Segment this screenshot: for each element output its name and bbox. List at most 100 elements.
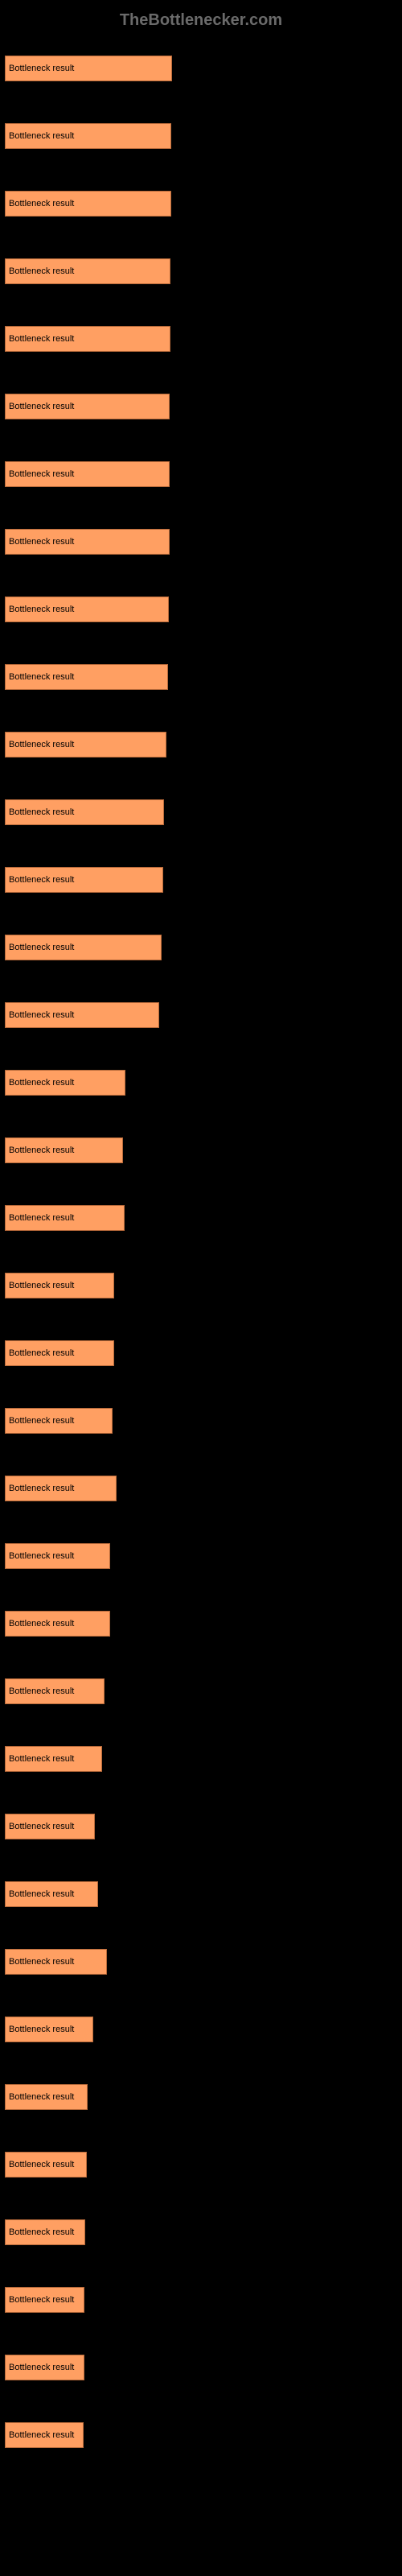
bar-label: Bottleneck result	[9, 1822, 74, 1831]
bar: Bottleneck result	[5, 2287, 84, 2313]
chart-row: Bottleneck result34.3%	[0, 1463, 402, 1501]
bar-container: Bottleneck result27.1%	[0, 2017, 402, 2042]
chart-row: Bottleneck result 48.7%	[0, 786, 402, 825]
bar-label: Bottleneck result	[9, 64, 74, 73]
bar-label: Bottleneck result	[9, 1619, 74, 1629]
row-category-label	[5, 2004, 402, 2015]
chart-row: Bottleneck result51.1%	[0, 110, 402, 149]
row-category-label	[5, 178, 402, 189]
bar-value: 49.5%	[171, 732, 203, 758]
bar: Bottleneck result	[5, 1949, 107, 1975]
bar-label: Bottleneck result	[9, 1484, 74, 1493]
axis-tick: 100	[325, 2477, 341, 2488]
row-category-label	[5, 854, 402, 865]
row-category-label	[5, 313, 402, 324]
bar-value: 36.8%	[129, 1205, 162, 1231]
row-category-label	[5, 2342, 402, 2353]
bar: Bottleneck result	[5, 1340, 114, 1366]
bar-value: 31.3%	[112, 1949, 144, 1975]
bar-value: 50.2%	[174, 597, 206, 622]
bar-container: Bottleneck result24.5%	[0, 2287, 402, 2313]
bar-label: Bottleneck result	[9, 2092, 74, 2102]
bar-label: Bottleneck result	[9, 740, 74, 749]
bar-container: Bottleneck result25.2%	[0, 2152, 402, 2178]
row-category-label	[5, 1868, 402, 1880]
bar-container: Bottleneck result32.2%	[0, 1611, 402, 1637]
row-category-label	[5, 2274, 402, 2285]
bar-container: Bottleneck result33.0%	[0, 1408, 402, 1434]
bar-label: Bottleneck result	[9, 1551, 74, 1561]
bar-container: Bottleneck result50.6%	[0, 394, 402, 419]
axis-tick: 10	[31, 2477, 42, 2488]
bar-value: 28.5%	[103, 1881, 135, 1907]
row-category-label	[5, 2207, 402, 2218]
chart-row: Bottleneck result37.0%	[0, 1057, 402, 1096]
row-category-label	[5, 381, 402, 392]
chart-row: Bottleneck result36.8%	[0, 1192, 402, 1231]
bar: Bottleneck result	[5, 2152, 87, 2178]
bar: Bottleneck result	[5, 258, 170, 284]
bar-value: 36.1%	[128, 1137, 160, 1163]
row-category-label	[5, 1530, 402, 1542]
bar-value: 24.5%	[89, 2355, 121, 2380]
bar-container: Bottleneck result31.3%	[0, 1949, 402, 1975]
bar-label: Bottleneck result	[9, 266, 74, 276]
bar-value: 37.0%	[130, 1070, 162, 1096]
row-category-label	[5, 719, 402, 730]
bar-label: Bottleneck result	[9, 2227, 74, 2237]
chart-row: Bottleneck result50.8%	[0, 246, 402, 284]
bar-label: Bottleneck result	[9, 2295, 74, 2305]
bar-label: Bottleneck result	[9, 402, 74, 411]
row-category-label	[5, 922, 402, 933]
bar-value: 47.2%	[164, 1002, 196, 1028]
bar-label: Bottleneck result	[9, 1416, 74, 1426]
bar-value: 32.3%	[115, 1543, 147, 1569]
axis-tick: 40	[129, 2477, 139, 2488]
row-category-label	[5, 1666, 402, 1677]
axis-tick: 20	[64, 2477, 74, 2488]
bar: Bottleneck result	[5, 1273, 114, 1298]
row-category-label	[5, 1192, 402, 1203]
bar: Bottleneck result	[5, 732, 166, 758]
row-category-label	[5, 246, 402, 257]
bar: Bottleneck result	[5, 2084, 88, 2110]
chart-row: Bottleneck result24.1%	[0, 2409, 402, 2448]
bar-container: Bottleneck result28.5%	[0, 1881, 402, 1907]
bar-container: Bottleneck result 33.5%	[0, 1340, 402, 1366]
chart-row: Bottleneck result25.3%	[0, 2071, 402, 2110]
bar-container: Bottleneck result47.2%	[0, 1002, 402, 1028]
bar-container: Bottleneck result 48.7%	[0, 799, 402, 825]
row-category-label	[5, 1260, 402, 1271]
bar-label: Bottleneck result	[9, 1348, 74, 1358]
bar: Bottleneck result	[5, 56, 172, 81]
chart-row: Bottleneck result50.5%	[0, 448, 402, 487]
bar-container: Bottleneck result 32.3%	[0, 1543, 402, 1569]
bar-value: 33.5%	[119, 1340, 151, 1366]
chart-row: Bottleneck result 49.5%	[0, 719, 402, 758]
row-category-label	[5, 1057, 402, 1068]
chart-row: Bottleneck result30.5%	[0, 1666, 402, 1704]
bar: Bottleneck result	[5, 935, 162, 960]
bar-value: 27.1%	[98, 2017, 130, 2042]
bar-label: Bottleneck result	[9, 807, 74, 817]
bar: Bottleneck result	[5, 1002, 159, 1028]
row-category-label	[5, 2409, 402, 2421]
chart-row: Bottleneck result48.4%	[0, 854, 402, 893]
bar: Bottleneck result	[5, 1746, 102, 1772]
row-category-label	[5, 43, 402, 54]
axis-tick: 30	[96, 2477, 107, 2488]
bar-value: 24.6%	[90, 2219, 122, 2245]
bar-value: 48.7%	[169, 799, 201, 825]
chart-row: Bottleneck result 24.6%	[0, 2207, 402, 2245]
bar: Bottleneck result	[5, 461, 170, 487]
bar-label: Bottleneck result	[9, 537, 74, 547]
axis-tick: 70	[227, 2477, 237, 2488]
bar-container: Bottleneck result30.5%	[0, 1678, 402, 1704]
bar-label: Bottleneck result	[9, 469, 74, 479]
bar-container: Bottleneck result50.7%	[0, 326, 402, 352]
bar: Bottleneck result	[5, 1408, 113, 1434]
row-category-label	[5, 1598, 402, 1609]
row-category-label	[5, 1327, 402, 1339]
bar: Bottleneck result	[5, 1611, 110, 1637]
bar-value: 50.4%	[174, 529, 207, 555]
